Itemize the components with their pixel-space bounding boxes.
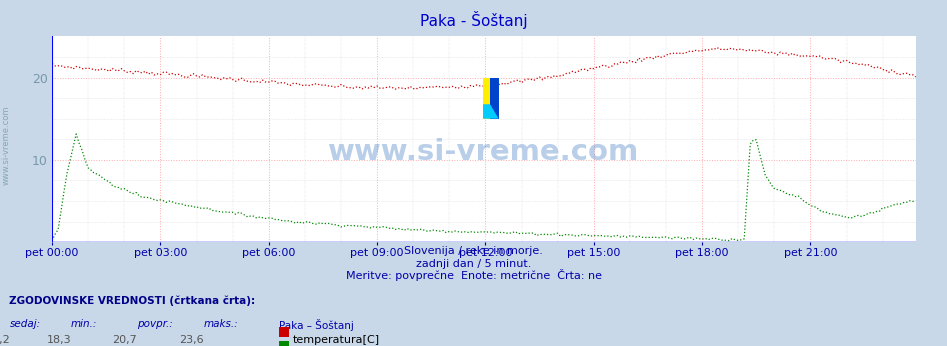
Text: ZGODOVINSKE VREDNOSTI (črtkana črta):: ZGODOVINSKE VREDNOSTI (črtkana črta): — [9, 296, 256, 306]
Text: min.:: min.: — [71, 319, 98, 329]
Polygon shape — [483, 104, 499, 119]
Text: maks.:: maks.: — [204, 319, 239, 329]
Text: Paka - Šoštanj: Paka - Šoštanj — [420, 11, 527, 29]
Text: temperatura[C]: temperatura[C] — [293, 335, 380, 345]
Text: 18,3: 18,3 — [46, 335, 71, 345]
Text: 23,6: 23,6 — [179, 335, 204, 345]
Text: 20,7: 20,7 — [113, 335, 137, 345]
Text: Meritve: povprečne  Enote: metrične  Črta: ne: Meritve: povprečne Enote: metrične Črta:… — [346, 269, 601, 281]
Bar — [490, 78, 499, 119]
Text: povpr.:: povpr.: — [137, 319, 173, 329]
Text: www.si-vreme.com: www.si-vreme.com — [329, 138, 639, 166]
Bar — [483, 78, 490, 119]
Text: Slovenija / reke in morje.: Slovenija / reke in morje. — [404, 246, 543, 256]
Text: Paka – Šoštanj: Paka – Šoštanj — [279, 319, 354, 331]
Text: sedaj:: sedaj: — [9, 319, 41, 329]
Text: www.si-vreme.com: www.si-vreme.com — [1, 106, 10, 185]
Text: zadnji dan / 5 minut.: zadnji dan / 5 minut. — [416, 259, 531, 269]
Text: 20,2: 20,2 — [0, 335, 9, 345]
